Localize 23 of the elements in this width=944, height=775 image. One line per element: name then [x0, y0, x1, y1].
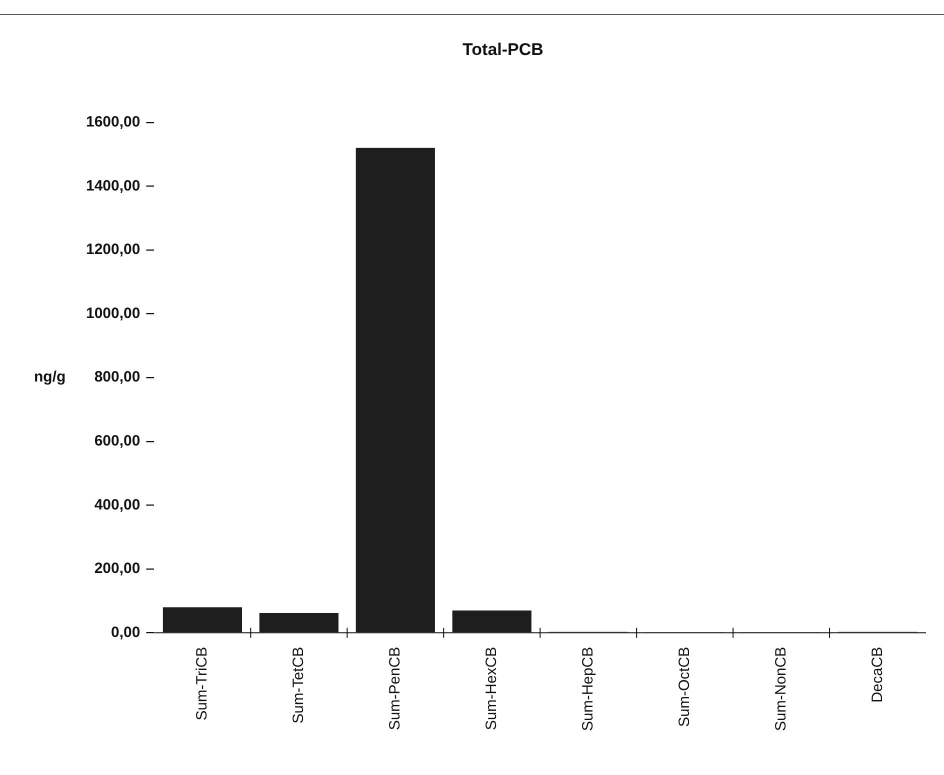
y-tick-label: 400,00 — [94, 496, 140, 514]
bar — [452, 610, 532, 632]
y-tick-label: 1000,00 — [86, 304, 140, 322]
y-tick-label: 1600,00 — [86, 114, 140, 131]
x-tick-label: Sum-OctCB — [676, 646, 693, 727]
x-tick-label: Sum-PenCB — [386, 646, 404, 730]
chart-title: Total-PCB — [462, 40, 544, 59]
y-axis-title: ng/g — [34, 368, 66, 386]
x-tick-label: Sum-TetCB — [290, 646, 308, 724]
x-tick-label: Sum-HepCB — [579, 646, 596, 732]
y-tick-label: 200,00 — [94, 560, 140, 578]
x-tick-label: Sum-HexCB — [483, 646, 500, 730]
x-tick-label: Sum-TriCB — [194, 646, 211, 720]
x-tick-label: DecaCB — [868, 646, 886, 703]
y-tick-label: 800,00 — [94, 368, 140, 386]
y-tick-label: 1400,00 — [86, 177, 140, 194]
y-tick-label: 0,00 — [111, 624, 140, 641]
bar — [162, 607, 242, 632]
y-tick-label: 1200,00 — [86, 241, 140, 258]
bar — [259, 613, 338, 632]
bar — [356, 148, 435, 632]
x-tick-label: Sum-NonCB — [772, 646, 790, 732]
y-tick-label: 600,00 — [94, 432, 140, 450]
